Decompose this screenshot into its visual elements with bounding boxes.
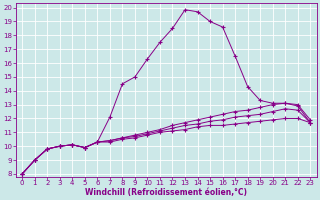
X-axis label: Windchill (Refroidissement éolien,°C): Windchill (Refroidissement éolien,°C) xyxy=(85,188,247,197)
